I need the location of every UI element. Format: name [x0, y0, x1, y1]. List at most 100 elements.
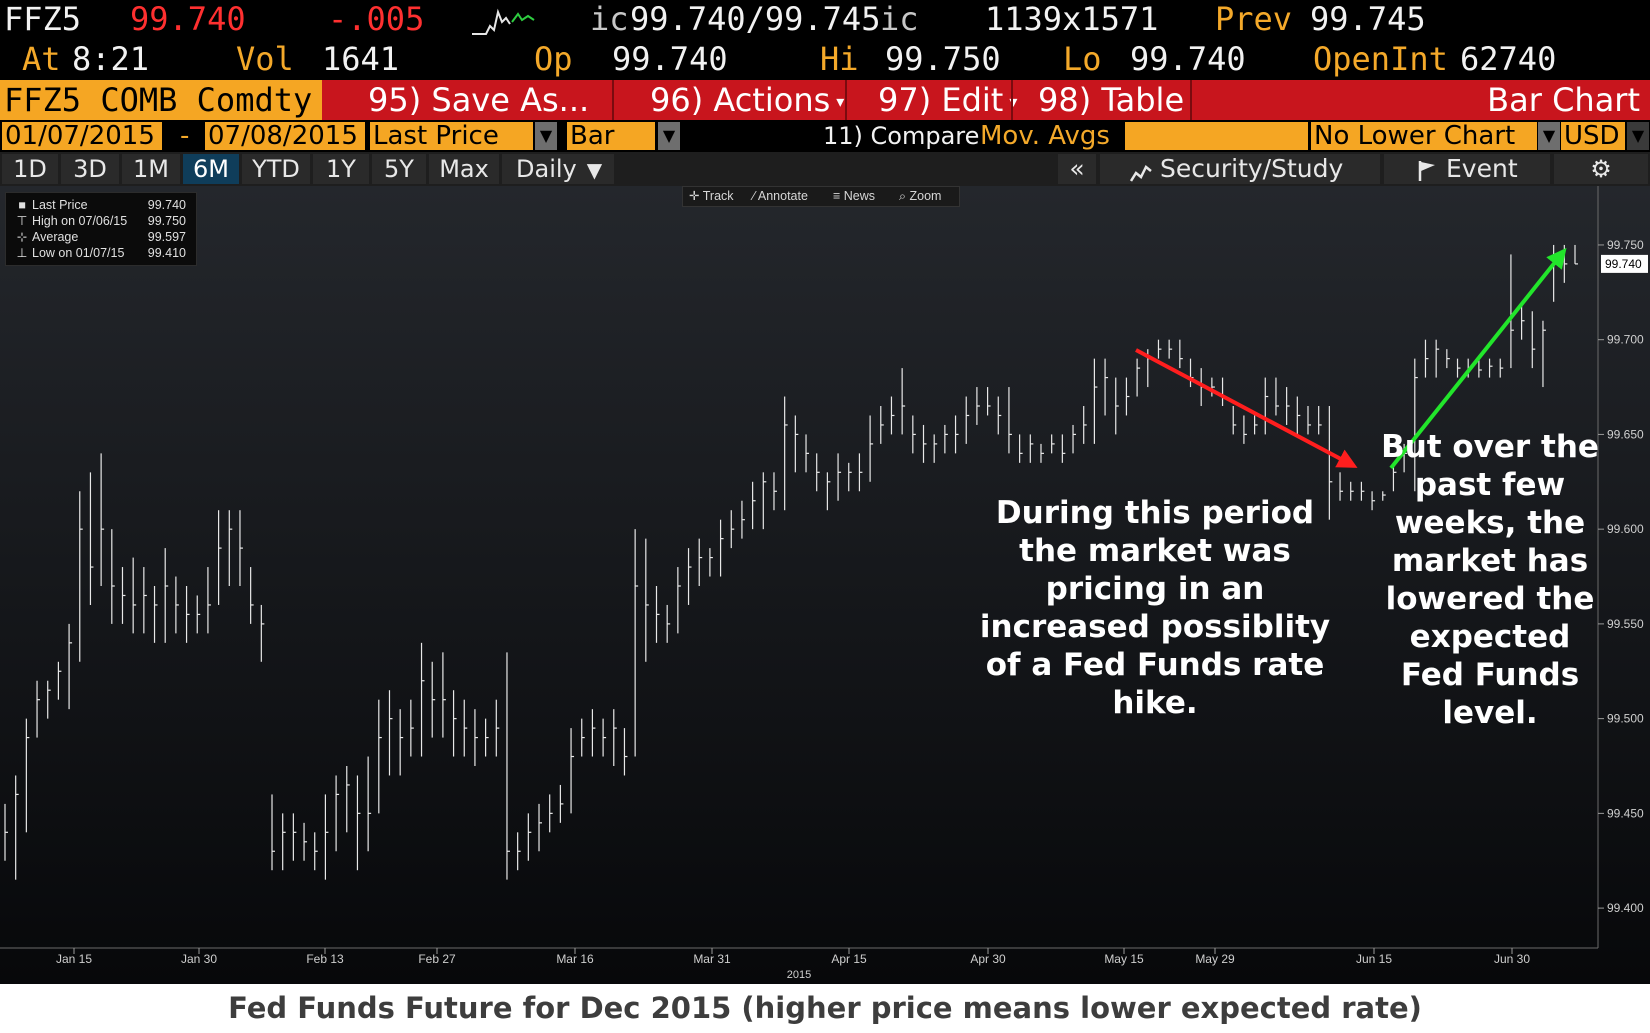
- ohlc-bar: [591, 709, 596, 757]
- edit-button[interactable]: 97) Edit ▾: [878, 80, 1017, 120]
- ohlc-bar: [1339, 472, 1344, 501]
- style-select[interactable]: Bar: [567, 122, 655, 150]
- vol-label: Vol: [236, 40, 294, 78]
- ohlc-bar: [79, 491, 83, 662]
- period-button-6m[interactable]: 6M: [183, 154, 239, 184]
- period-button-1d[interactable]: 1D: [2, 154, 58, 184]
- separator: [612, 80, 614, 120]
- collapse-button[interactable]: «: [1058, 154, 1096, 184]
- y-tick-label: 99.750: [1607, 238, 1644, 252]
- mov-avgs-button[interactable]: Mov. Avgs: [980, 121, 1110, 151]
- x-tick-label: Jun 15: [1356, 952, 1392, 966]
- ohlc-bar: [1275, 377, 1279, 416]
- ohlc-bar: [794, 415, 799, 473]
- ohlc-bar: [944, 424, 948, 454]
- field-select[interactable]: Last Price: [370, 122, 533, 150]
- ohlc-bar: [517, 832, 521, 871]
- x-tick-label: May 29: [1195, 952, 1235, 966]
- frequency-select[interactable]: Daily ▼: [502, 154, 614, 184]
- legend-label: High on 07/06/15: [32, 214, 128, 228]
- period-button-1y[interactable]: 1Y: [313, 154, 369, 184]
- ohlc-bar: [1040, 443, 1044, 463]
- lower-chart-dropdown-arrow-icon[interactable]: ▼: [1538, 122, 1560, 150]
- ohlc-bar: [826, 472, 831, 511]
- currency-dropdown-arrow-icon[interactable]: ▼: [1627, 122, 1649, 150]
- ohlc-bar: [335, 775, 340, 852]
- period-button-max[interactable]: Max: [429, 154, 499, 184]
- ohlc-bar: [1051, 434, 1055, 454]
- prev-label: Prev: [1215, 0, 1293, 38]
- ohlc-bar: [228, 510, 233, 586]
- security-study-button[interactable]: Security/Study: [1100, 154, 1380, 184]
- period-button-ytd[interactable]: YTD: [242, 154, 310, 184]
- ohlc-bar: [442, 652, 446, 738]
- event-label: Event: [1446, 154, 1518, 183]
- ohlc-bar: [816, 453, 820, 492]
- legend-label: Average: [32, 230, 79, 244]
- figure-caption: Fed Funds Future for Dec 2015 (higher pr…: [0, 984, 1650, 1033]
- ohlc-bar: [1083, 406, 1087, 444]
- at-label: At: [22, 40, 61, 78]
- ohlc-bar: [1093, 358, 1098, 444]
- prev-value: 99.745: [1310, 0, 1426, 38]
- chart-area[interactable]: 99.400 99.450 99.500 99.550 99.600 99.650 99.7…: [0, 186, 1650, 984]
- field-dropdown-arrow-icon[interactable]: ▼: [535, 122, 557, 150]
- end-date-field[interactable]: 07/08/2015: [205, 122, 365, 150]
- crosshair-icon: ✛: [689, 189, 703, 203]
- x-year-label: 2015: [787, 969, 811, 981]
- ohlc-bar: [1061, 434, 1066, 463]
- ohlc-bar: [303, 822, 308, 861]
- start-date-field[interactable]: 01/07/2015: [2, 122, 162, 150]
- zoom-tool[interactable]: ⌕ Zoom: [899, 187, 941, 206]
- legend-box[interactable]: ■ Last Price 99.740 ⊤ High on 07/06/15 9…: [5, 192, 197, 266]
- track-label: Track: [702, 189, 734, 203]
- high-marker-icon: ⊤: [16, 214, 28, 228]
- quote-row-1: FFZ5 99.740 -.005 ic 99.740/99.745 ic 11…: [0, 0, 1650, 40]
- ohlc-bar: [784, 396, 788, 511]
- security-box[interactable]: FFZ5 COMB Comdty: [0, 80, 322, 120]
- ohlc-bar: [1296, 396, 1301, 435]
- ohlc-bar: [677, 567, 681, 634]
- ohlc-bar: [175, 576, 179, 634]
- ohlc-bar: [559, 784, 564, 823]
- ohlc-bar: [997, 396, 1002, 435]
- settings-gear-icon[interactable]: ⚙: [1554, 154, 1648, 184]
- ohlc-bar: [474, 709, 478, 766]
- ohlc-bar: [549, 794, 553, 833]
- track-tool[interactable]: ✛ Track: [689, 187, 734, 206]
- ohlc-bar: [1019, 434, 1023, 463]
- ohlc-bar: [410, 699, 414, 757]
- ohlc-bar: [730, 510, 735, 549]
- period-button-3d[interactable]: 3D: [61, 154, 119, 184]
- x-tick-label: Apr 30: [970, 952, 1006, 966]
- ohlc-bar: [15, 775, 19, 880]
- ohlc-bar: [1211, 377, 1215, 397]
- ohlc-bar: [623, 728, 628, 776]
- annotate-tool[interactable]: ⁄ Annotate: [753, 187, 808, 206]
- compare-button[interactable]: 11) Compare: [823, 122, 980, 150]
- legend-row-average: ⊹ Average 99.597: [14, 229, 194, 245]
- lower-chart-select[interactable]: No Lower Chart: [1311, 122, 1537, 150]
- checkbox-icon[interactable]: ■: [18, 198, 26, 212]
- open-label: Op: [534, 40, 573, 78]
- ohlc-bar: [1478, 358, 1482, 378]
- period-button-5y[interactable]: 5Y: [372, 154, 426, 184]
- style-dropdown-arrow-icon[interactable]: ▼: [658, 122, 680, 150]
- table-button[interactable]: 98) Table: [1038, 81, 1185, 119]
- ohlc-bar: [292, 813, 297, 861]
- ohlc-bar: [68, 623, 73, 710]
- save-as-button[interactable]: 95) Save As...: [368, 81, 590, 119]
- ohlc-bar: [752, 481, 756, 530]
- period-button-1m[interactable]: 1M: [122, 154, 180, 184]
- actions-label: 96) Actions: [650, 81, 831, 119]
- ohlc-bar: [47, 680, 51, 719]
- ohlc-bar: [1563, 244, 1568, 283]
- ohlc-bar: [282, 813, 286, 871]
- ohlc-bar: [1371, 491, 1376, 511]
- actions-button[interactable]: 96) Actions ▾: [650, 80, 844, 120]
- magnifier-icon: ⌕: [899, 189, 910, 203]
- ohlc-bar: [1232, 406, 1237, 435]
- event-button[interactable]: Event: [1384, 154, 1550, 184]
- news-tool[interactable]: ≡ News: [833, 187, 875, 206]
- currency-select[interactable]: USD: [1561, 122, 1625, 150]
